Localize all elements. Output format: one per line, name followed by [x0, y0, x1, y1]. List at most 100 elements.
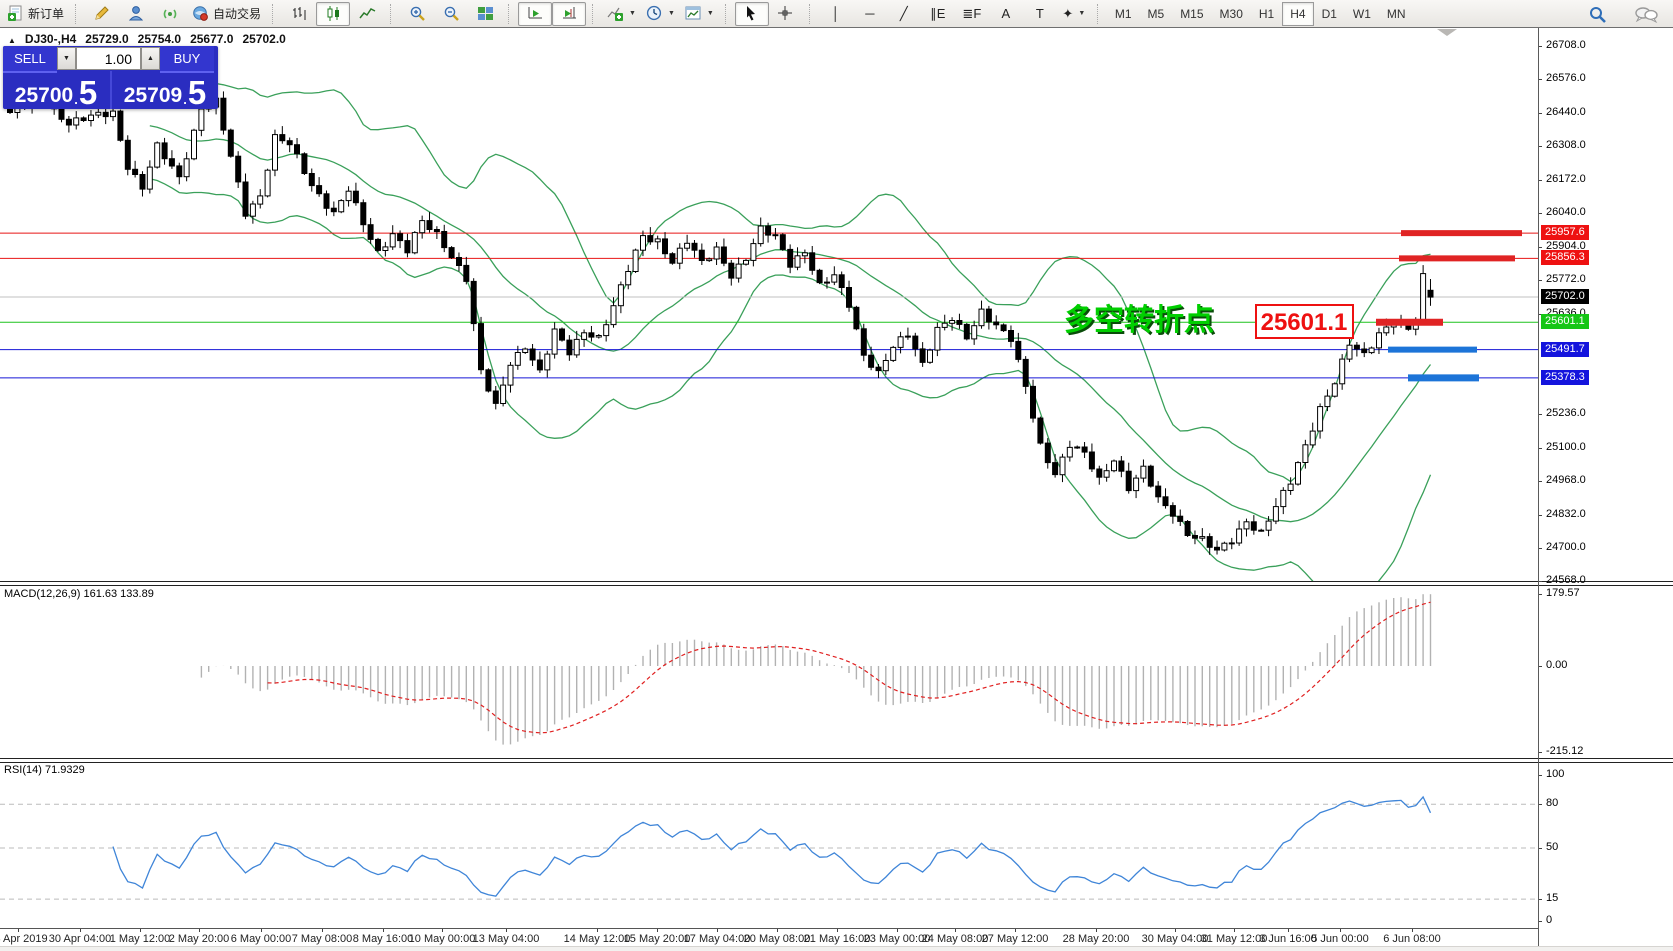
horizontal-line-button[interactable]: ─: [865, 6, 875, 21]
chart-shift-button[interactable]: [552, 1, 587, 26]
axis-tick: [1538, 413, 1542, 415]
volume-input[interactable]: 1.00: [76, 47, 141, 70]
axis-tick: [1538, 279, 1542, 281]
tile-windows-button[interactable]: [468, 2, 502, 26]
price-axis-tick: 25236.0: [1546, 406, 1586, 419]
macd-axis-tick: -215.12: [1546, 745, 1584, 758]
price-axis-tick: 24568.0: [1546, 573, 1586, 586]
zoom-in-button[interactable]: [400, 2, 434, 26]
chevron-down-icon: ▼: [667, 10, 675, 17]
price-level-badge: 25491.7: [1541, 341, 1589, 357]
ohlc-open: 25729.0: [85, 32, 129, 46]
volume-increase-button[interactable]: ▲: [141, 47, 160, 70]
new-order-button[interactable]: 新订单: [2, 2, 69, 26]
tf-m15[interactable]: M15: [1180, 6, 1204, 21]
time-axis-label: 3 Jun 16:00: [1259, 933, 1317, 945]
indicators-dropdown[interactable]: ▼: [602, 2, 641, 26]
chart-shift-marker-icon[interactable]: [1437, 29, 1457, 36]
fibonacci-button[interactable]: ≣F: [962, 6, 982, 21]
line-chart-button[interactable]: [350, 2, 384, 26]
tf-m1[interactable]: M1: [1114, 6, 1132, 21]
chat-icon: [1634, 6, 1658, 24]
chart-window[interactable]: ▲ DJ30-,H4 25729.0 25754.0 25677.0 25702…: [0, 28, 1673, 951]
cursor-button[interactable]: [734, 1, 769, 26]
sell-button[interactable]: SELL: [3, 46, 57, 73]
ohlc-high: 25754.0: [137, 32, 182, 46]
time-axis-label: 2 May 20:00: [168, 933, 230, 945]
axis-tick: [1538, 666, 1542, 667]
rsi-label: RSI(14) 71.9329: [4, 764, 85, 776]
tf-mn[interactable]: MN: [1386, 6, 1406, 21]
toolbar-separator: [508, 3, 514, 24]
templates-dropdown[interactable]: ▼: [680, 2, 719, 26]
trendline-button[interactable]: ╱: [899, 6, 908, 21]
price-axis-tick: 25100.0: [1546, 440, 1586, 453]
buy-price[interactable]: 25709. 5: [123, 73, 207, 109]
signals-button[interactable]: [153, 2, 187, 26]
crosshair-button[interactable]: [769, 2, 803, 26]
tf-m5[interactable]: M5: [1147, 6, 1165, 21]
status-strip: [0, 946, 1673, 951]
shapes-dropdown[interactable]: ✦ ▼: [1062, 6, 1086, 21]
axis-tick: [1538, 580, 1542, 582]
toolbar-separator: [592, 3, 598, 24]
pane-separator[interactable]: [0, 758, 1673, 763]
macd-pane-canvas[interactable]: [0, 585, 1538, 758]
price-level-badge: 25601.1: [1541, 314, 1589, 330]
price-axis-tick: 24832.0: [1546, 507, 1586, 520]
tf-d1[interactable]: D1: [1321, 6, 1337, 21]
macd-histogram: [200, 594, 1432, 745]
volume-decrease-button[interactable]: ▼: [57, 47, 76, 70]
tf-w1[interactable]: W1: [1352, 6, 1371, 21]
channel-button[interactable]: ∥E: [930, 6, 946, 21]
auto-scroll-button[interactable]: [518, 1, 553, 26]
macd-axis-tick: 179.57: [1546, 587, 1580, 600]
buy-button[interactable]: BUY: [160, 46, 214, 73]
price-axis-tick: 25904.0: [1546, 239, 1586, 252]
axis-tick: [1538, 145, 1542, 147]
zoom-out-button[interactable]: [434, 2, 468, 26]
text-tool-button[interactable]: A: [1001, 6, 1011, 21]
vertical-line-button[interactable]: │: [831, 6, 840, 21]
time-axis-label: 28 May 20:00: [1062, 933, 1130, 945]
order-level-segments[interactable]: [1376, 230, 1522, 382]
time-axis-label: 17 May 04:00: [683, 933, 751, 945]
time-axis-label: 31 May 12:00: [1200, 933, 1268, 945]
time-axis-label: 24 May 08:00: [921, 933, 989, 945]
axis-tick: [1538, 899, 1542, 901]
title-marker-icon: ▲: [8, 36, 16, 45]
rsi-line: [112, 795, 1432, 897]
market-watch-button[interactable]: [119, 2, 153, 26]
periods-dropdown[interactable]: ▼: [641, 2, 680, 26]
price-axis-tick: 26040.0: [1546, 205, 1586, 218]
time-axis-label: 13 May 04:00: [472, 933, 540, 945]
rsi-pane-canvas[interactable]: [0, 762, 1538, 928]
time-axis-label: 6 May 00:00: [230, 933, 292, 945]
autotrade-button[interactable]: 自动交易: [187, 2, 266, 26]
axis-tick: [1538, 112, 1542, 114]
search-button[interactable]: [1581, 3, 1615, 27]
profile-icon: [128, 5, 145, 22]
chevron-down-icon: ▼: [629, 10, 636, 17]
price-axis-tick: 24700.0: [1546, 540, 1586, 553]
label-tool-button[interactable]: T: [1035, 6, 1044, 21]
toolbar-separator: [390, 3, 396, 24]
chat-button[interactable]: [1629, 3, 1663, 27]
price-level-badge: 25378.3: [1541, 369, 1589, 385]
macd-signal-line: [267, 601, 1431, 734]
tf-m30[interactable]: M30: [1219, 6, 1243, 21]
price-axis-tick: 26172.0: [1546, 172, 1586, 185]
metaeditor-button[interactable]: [85, 2, 119, 26]
price-axis-tick: 26308.0: [1546, 138, 1586, 151]
pane-separator[interactable]: [0, 581, 1673, 586]
candle-chart-button[interactable]: [316, 1, 351, 26]
tf-h4[interactable]: H4: [1282, 1, 1314, 26]
sell-price[interactable]: 25700. 5: [14, 73, 98, 109]
bar-chart-button[interactable]: [282, 2, 316, 26]
svg-text:多空转折点: 多空转折点: [1066, 306, 1216, 339]
tf-h1[interactable]: H1: [1258, 6, 1275, 21]
